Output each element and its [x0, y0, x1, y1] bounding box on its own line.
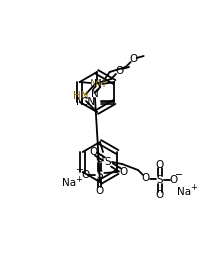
Text: O: O [89, 147, 97, 157]
Text: O: O [156, 190, 164, 200]
Text: S: S [157, 175, 163, 185]
Text: −: − [175, 170, 183, 180]
Text: NH: NH [90, 79, 105, 89]
Text: HN: HN [73, 91, 89, 101]
Text: S: S [96, 170, 103, 180]
Text: O: O [130, 54, 138, 64]
Text: +: + [75, 174, 82, 184]
Text: O: O [115, 66, 123, 76]
Text: N: N [91, 89, 99, 99]
Text: +: + [191, 184, 197, 193]
Text: O: O [81, 170, 90, 180]
Text: −: − [76, 165, 84, 175]
Text: O: O [119, 167, 127, 177]
Text: N: N [76, 97, 84, 107]
Text: O: O [156, 160, 164, 170]
Text: O: O [142, 173, 150, 183]
Text: O: O [95, 154, 103, 164]
Text: Na: Na [177, 187, 191, 197]
Text: N: N [94, 79, 102, 89]
Text: Na: Na [62, 178, 76, 188]
Text: CN: CN [80, 97, 95, 107]
Text: O: O [95, 186, 103, 196]
Text: O: O [170, 175, 178, 185]
Text: S: S [105, 157, 111, 167]
